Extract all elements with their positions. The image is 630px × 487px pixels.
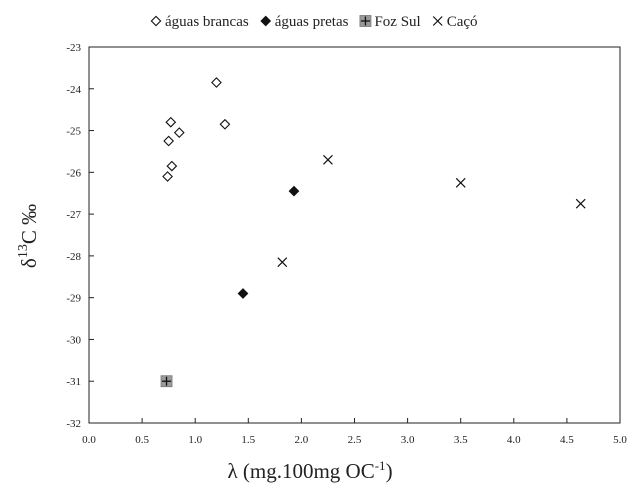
y-tick-label: -32: [66, 418, 81, 430]
x-axis-label: λ (mg.100mg OC-1): [227, 458, 392, 483]
y-tick-label: -31: [66, 376, 81, 388]
legend-marker: [432, 16, 443, 26]
data-point: [162, 171, 173, 182]
data-point: [163, 135, 175, 147]
legend-item: Caçó: [432, 14, 478, 30]
data-point: [166, 160, 178, 172]
data-point: [160, 375, 173, 388]
x-tick-label: 0.0: [82, 434, 96, 446]
y-axis-label: δ13C ‰: [16, 204, 41, 268]
y-tick-label: -24: [66, 84, 81, 96]
plot-area: [88, 46, 621, 424]
legend-item: águas brancas: [150, 14, 249, 30]
y-tick-label: -30: [66, 334, 81, 346]
data-point: [277, 257, 288, 268]
x-tick-label: 3.0: [401, 434, 415, 446]
y-tick-label: -25: [66, 126, 81, 138]
legend-item: águas pretas: [260, 14, 349, 30]
data-point: [219, 118, 231, 130]
y-tick-label: -28: [66, 251, 81, 263]
data-point: [575, 198, 586, 209]
x-tick-label: 1.5: [241, 434, 255, 446]
data-point: [237, 288, 249, 299]
x-tick-label: 3.5: [454, 434, 468, 446]
y-tick-label: -29: [66, 293, 81, 305]
y-tick-label: -26: [66, 167, 81, 179]
y-axis: -23 -24 -25 -26 -27 -28 -29 -30 -31 -32: [66, 42, 94, 430]
data-point: [165, 116, 177, 128]
legend-label: águas pretas: [275, 14, 349, 30]
x-axis: 0.0 0.5 1.0 1.5 2.0 2.5 3.0 3.5 4.0 4.5 5.0: [82, 418, 627, 446]
data-point: [288, 185, 300, 197]
x-tick-label: 1.0: [188, 434, 202, 446]
data-point: [323, 154, 333, 165]
x-tick-label: 4.0: [507, 434, 521, 446]
x-tick-label: 4.5: [560, 434, 574, 446]
data-point: [211, 77, 222, 88]
data-point: [173, 127, 185, 139]
x-tick-label: 2.5: [348, 434, 362, 446]
legend-marker: [359, 15, 372, 27]
legend-label: Caçó: [447, 14, 478, 30]
legend-item: Foz Sul: [359, 14, 421, 30]
x-tick-label: 0.5: [135, 434, 149, 446]
data-point: [455, 177, 466, 188]
x-tick-label: 2.0: [295, 434, 309, 446]
legend: águas brancas águas pretas Foz Sul Caçó: [150, 14, 478, 30]
y-tick-label: -23: [66, 42, 81, 54]
x-tick-label: 5.0: [613, 434, 627, 446]
legend-marker: [150, 15, 162, 27]
legend-label: Foz Sul: [374, 14, 420, 30]
data-points: [160, 77, 586, 388]
legend-label: águas brancas: [165, 14, 249, 30]
legend-marker: [260, 15, 272, 27]
y-tick-label: -27: [66, 209, 81, 221]
